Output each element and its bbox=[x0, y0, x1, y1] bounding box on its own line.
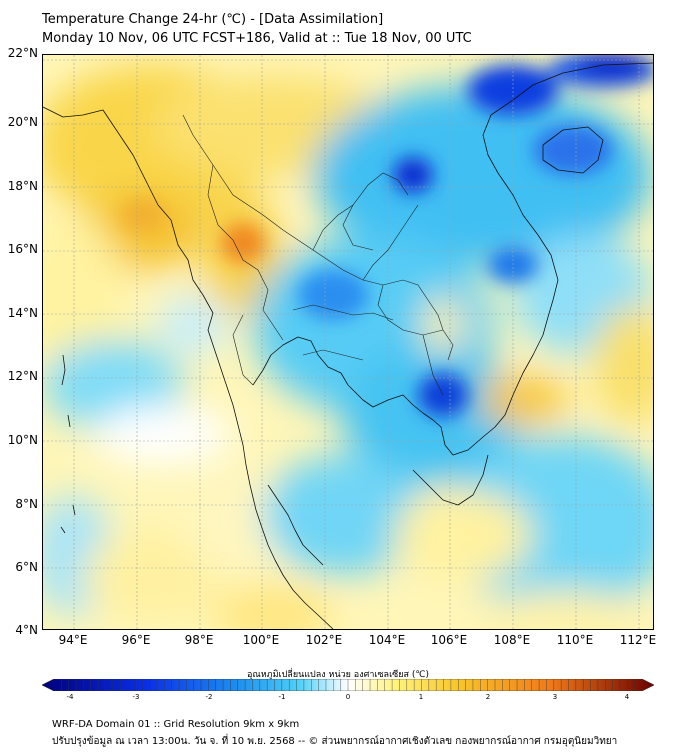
colorbar-title: อุณหภูมิเปลี่ยนแปลง หน่วย องศาเซลเซียส (… bbox=[246, 670, 430, 680]
lon-label: 102°E bbox=[305, 633, 343, 647]
lat-label: 22°N bbox=[7, 46, 38, 60]
footer-model-info: WRF-DA Domain 01 :: Grid Resolution 9km … bbox=[52, 719, 300, 730]
lat-label: 8°N bbox=[15, 497, 38, 511]
colorbar-tick-label: -2 bbox=[205, 693, 213, 701]
coastlines bbox=[43, 62, 653, 629]
lon-label: 106°E bbox=[430, 633, 468, 647]
colorbar-tick-label: 0 bbox=[345, 693, 351, 701]
lon-label: 98°E bbox=[184, 633, 214, 647]
colorbar-tick-label: 2 bbox=[485, 693, 491, 701]
map-subtitle: Monday 10 Nov, 06 UTC FCST+186, Valid at… bbox=[42, 31, 472, 46]
graticule bbox=[43, 55, 653, 629]
lat-label: 12°N bbox=[7, 369, 38, 383]
temperature-change-map bbox=[42, 54, 654, 630]
colorbar bbox=[42, 679, 654, 691]
lat-label: 10°N bbox=[7, 433, 38, 447]
map-canvas bbox=[43, 55, 653, 629]
lat-label: 16°N bbox=[7, 242, 38, 256]
lat-label: 20°N bbox=[7, 115, 38, 129]
colorbar-tick-label: 4 bbox=[624, 693, 630, 701]
colorbar-tick-label: 1 bbox=[418, 693, 424, 701]
temperature-field bbox=[43, 65, 653, 629]
lon-label: 100°E bbox=[242, 633, 280, 647]
lat-label: 6°N bbox=[15, 560, 38, 574]
colorbar-tick-label: -4 bbox=[66, 693, 74, 701]
lon-label: 110°E bbox=[556, 633, 594, 647]
map-title: Temperature Change 24-hr (℃) - [Data Ass… bbox=[42, 12, 384, 27]
country-borders bbox=[182, 114, 454, 396]
lat-label: 14°N bbox=[7, 306, 38, 320]
lon-label: 104°E bbox=[368, 633, 406, 647]
lon-label: 96°E bbox=[121, 633, 151, 647]
colorbar-tick-label: -1 bbox=[278, 693, 286, 701]
colorbar-ticks bbox=[61, 679, 635, 691]
lon-label: 108°E bbox=[493, 633, 531, 647]
footer-credit: ปรับปรุงข้อมูล ณ เวลา 13:00น. วัน จ. ที่… bbox=[52, 736, 618, 747]
lat-label: 4°N bbox=[15, 623, 38, 637]
lon-label: 112°E bbox=[619, 633, 657, 647]
lat-label: 18°N bbox=[7, 179, 38, 193]
colorbar-tick-label: -3 bbox=[132, 693, 140, 701]
colorbar-tick-label: 3 bbox=[552, 693, 558, 701]
lon-label: 94°E bbox=[58, 633, 88, 647]
